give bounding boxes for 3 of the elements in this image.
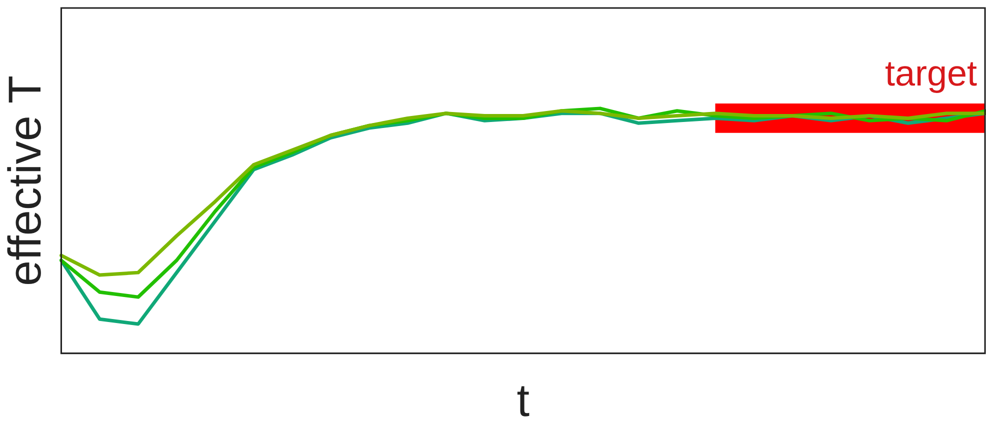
x-axis-title: t bbox=[516, 374, 530, 426]
band-label: target bbox=[884, 52, 977, 94]
y-axis-title: effective T bbox=[0, 75, 50, 286]
